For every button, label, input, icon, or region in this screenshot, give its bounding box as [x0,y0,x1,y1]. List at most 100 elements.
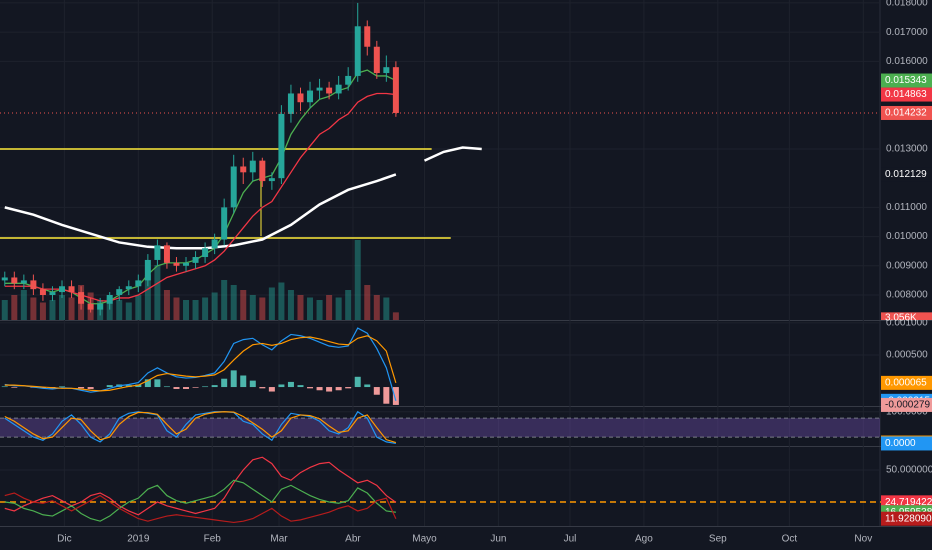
volume-bar [202,297,209,320]
volume-bar [183,300,190,320]
candle-body [354,26,361,76]
volume-bar [39,302,46,320]
histogram-bar [364,384,371,388]
candle-body [211,239,218,249]
candle-body [11,277,18,284]
volume-bar [192,300,199,320]
y-tick-label: 0.017000 [886,27,928,38]
candle-body [30,280,37,290]
y-tick-label: 0.000500 [886,350,928,361]
candle-body [221,207,228,240]
volume-tag [881,312,932,320]
volume-bar [116,300,123,320]
x-tick-label: Oct [782,534,798,545]
histogram-bar [307,387,314,389]
candle-body [316,87,323,91]
histogram-bar [144,379,151,388]
price-tag-label: 0.000065 [885,378,927,389]
candle-body [192,257,199,263]
band-fill [0,418,880,438]
histogram-bar [345,387,352,389]
histogram-bar [154,379,161,388]
candle-body [392,67,399,113]
volume-bar [364,285,371,320]
candle-body [297,93,304,103]
candle-body [259,160,266,182]
volume-bar [373,295,380,320]
price-tag-label: 0.014232 [885,108,927,119]
volume-bar [345,290,352,320]
indicator-line [4,456,397,516]
x-tick-label: Dic [57,534,71,545]
price-tag-label: 11.928090 [885,513,932,524]
price-tag [881,375,932,390]
y-tick-label: 0.018000 [886,0,928,9]
candle-body [125,286,132,290]
indicator-line [4,410,396,445]
volume-bar [297,295,304,320]
histogram-bar [59,386,66,388]
x-tick-label: Jun [490,534,506,545]
candle-body [240,166,247,173]
histogram-bar [211,385,218,388]
histogram-bar [78,387,85,389]
histogram-bar [316,387,323,391]
candle-body [97,303,104,310]
candle-body [39,289,46,295]
candle-body [163,245,170,263]
candle-body [373,46,380,74]
volume-bar [335,297,342,320]
candle-body [68,286,75,293]
indicator-line [423,146,482,162]
y-tick-label: 0.001000 [886,318,928,329]
histogram-bar [278,384,285,388]
histogram-bar [230,370,237,388]
y-tick-label: 0.013000 [886,144,928,155]
indicator-line [4,479,396,522]
histogram-bar [135,384,142,388]
candle-body [144,259,151,281]
x-tick-label: Feb [204,534,222,545]
histogram-bar [287,381,294,388]
price-tag [881,105,932,120]
volume-bar [20,290,27,320]
volume-bar [125,302,132,320]
candle-body [20,280,27,284]
volume-bar [392,312,399,320]
candle-body [230,166,237,208]
candle-body [106,294,113,304]
price-tag [881,73,932,88]
histogram-bar [183,387,190,389]
price-tag [881,167,932,182]
histogram-bar [392,387,399,405]
histogram-bar [354,376,361,388]
volume-bar [173,297,180,320]
y-tick-label: 0.016000 [886,56,928,67]
x-tick-label: Sep [709,534,727,545]
histogram-bar [268,387,275,392]
volume-bar [249,295,256,320]
histogram-bar [249,380,256,388]
price-tag-label: 24.719422 [885,497,932,508]
histogram-bar [87,387,94,389]
x-tick-label: Abr [345,534,361,545]
y-tick-label: 50.000000 [886,465,932,476]
volume-bar [287,290,294,320]
histogram-bar [39,387,46,389]
volume-bar [383,297,390,320]
volume-tag-label: 3.056K [885,313,917,324]
y-tick-label: 0.011000 [886,202,927,213]
y-tick-label: 0.009000 [886,260,928,271]
indicator-line [4,492,397,524]
volume-bar [68,297,75,320]
price-tag [881,436,932,451]
histogram-bar [240,375,247,388]
candle-body [326,87,333,94]
y-tick-label: 0.010000 [886,231,928,242]
price-tag-label: 0.015343 [885,75,927,86]
volume-bar [1,300,8,320]
volume-bar [326,295,333,320]
candle-body [49,292,56,295]
